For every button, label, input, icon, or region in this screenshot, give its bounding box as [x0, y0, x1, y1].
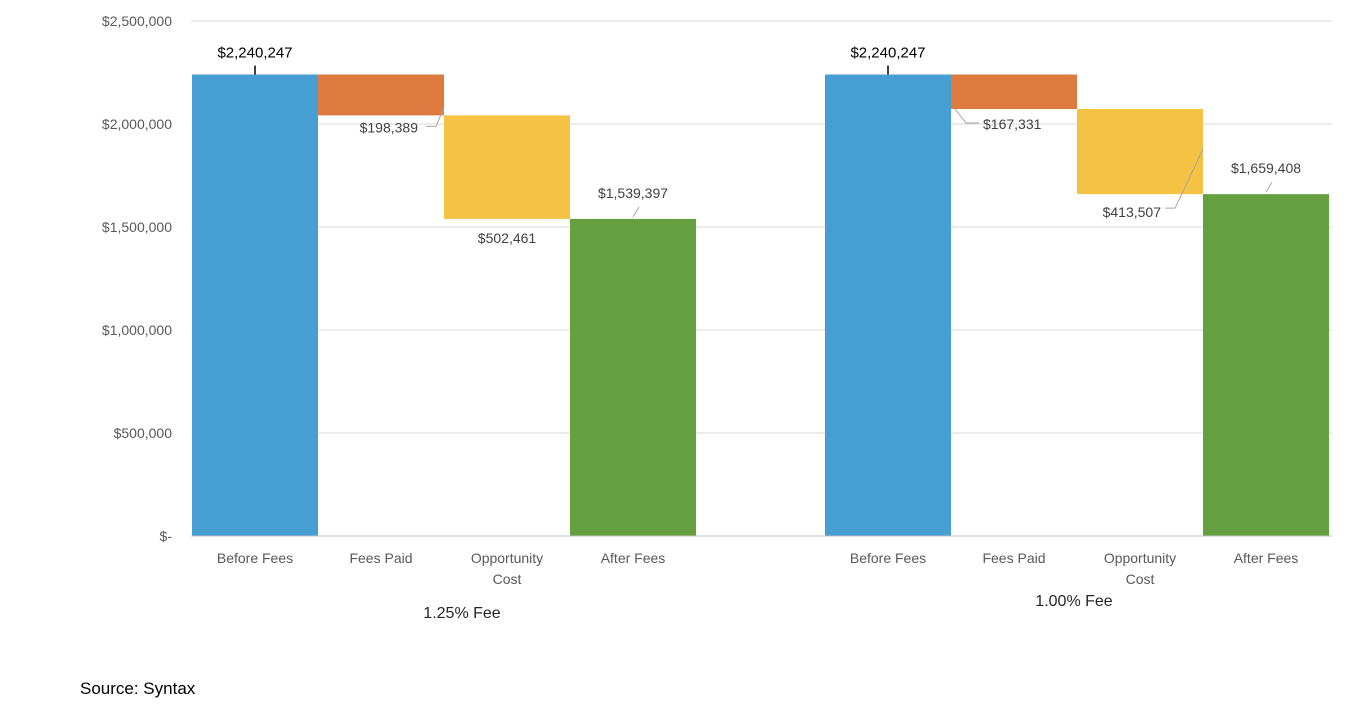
- leader-line: [632, 206, 640, 218]
- group-label: 1.25% Fee: [423, 605, 500, 622]
- data-label-before-fees: $2,240,247: [850, 45, 925, 62]
- data-label-opportunity-cost: $413,507: [1103, 204, 1162, 220]
- y-tick-label: $1,500,000: [102, 219, 172, 235]
- y-tick-label: $-: [160, 528, 173, 544]
- bar-before-fees: [192, 74, 318, 536]
- bar-opportunity-cost: [1077, 108, 1203, 195]
- data-label-fees-paid: $167,331: [983, 116, 1042, 132]
- x-tick-label: After Fees: [1234, 550, 1299, 566]
- y-tick-label: $1,000,000: [102, 322, 172, 338]
- x-tick-label: After Fees: [601, 550, 666, 566]
- data-label-after-fees: $1,659,408: [1231, 160, 1301, 176]
- bar-fees-paid: [318, 74, 444, 116]
- x-tick-label: Before Fees: [217, 550, 293, 566]
- y-tick-label: $2,000,000: [102, 116, 172, 132]
- leader-line: [1265, 181, 1273, 193]
- data-label-after-fees: $1,539,397: [598, 185, 668, 201]
- leader-line: [1165, 148, 1204, 209]
- y-axis: $- $500,000 $1,000,000 $1,500,000 $2,000,000…: [102, 13, 172, 544]
- data-labels: $2,240,247 $198,389 $502,461 $1,539,397 $2,2…: [217, 45, 1301, 246]
- data-label-before-fees: $2,240,247: [217, 45, 292, 62]
- x-axis: Before Fees Fees Paid Opportunity Cost After…: [191, 535, 1332, 622]
- x-tick-label: Opportunity Cost: [1104, 550, 1176, 587]
- x-tick-label: Before Fees: [850, 550, 926, 566]
- y-tick-label: $500,000: [114, 425, 173, 441]
- x-tick-label: Fees Paid: [982, 550, 1045, 566]
- bar-before-fees: [825, 74, 951, 536]
- bar-after-fees: [570, 218, 696, 536]
- bar-after-fees: [1203, 194, 1329, 536]
- bar-fees-paid: [951, 74, 1077, 109]
- waterfall-chart: $- $500,000 $1,000,000 $1,500,000 $2,000,000…: [102, 13, 1332, 622]
- data-label-fees-paid: $198,389: [360, 119, 419, 135]
- data-label-opportunity-cost: $502,461: [478, 230, 537, 246]
- x-tick-label: Opportunity Cost: [471, 550, 543, 587]
- leader-line: [426, 107, 445, 127]
- bars: [192, 74, 1329, 536]
- y-tick-label: $2,500,000: [102, 13, 172, 29]
- label-leader-lines: [254, 65, 1273, 218]
- group-label: 1.00% Fee: [1035, 593, 1112, 610]
- x-tick-label: Fees Paid: [349, 550, 412, 566]
- bar-opportunity-cost: [444, 115, 570, 219]
- source-note: Source: Syntax: [80, 679, 196, 698]
- leader-line: [954, 108, 979, 124]
